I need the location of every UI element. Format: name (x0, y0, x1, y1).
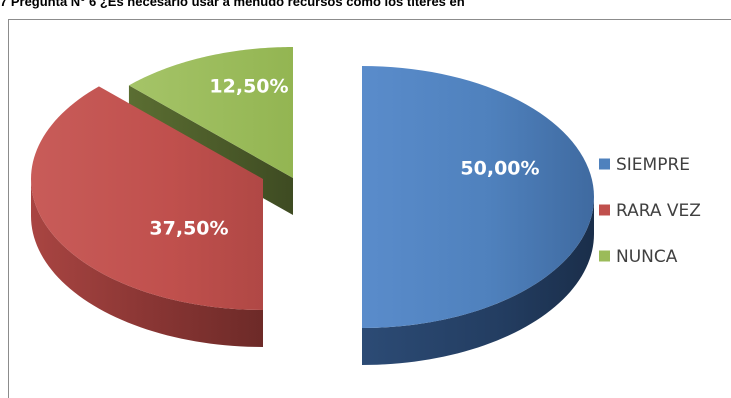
legend-label-rara-vez: RARA VEZ (616, 201, 701, 221)
slice-nunca-top (128, 47, 293, 178)
legend-item-siempre: SIEMPRE (599, 155, 690, 175)
data-label-nunca: 12,50% (209, 76, 288, 98)
legend-label-nunca: NUNCA (616, 247, 678, 267)
legend-item-nunca: NUNCA (599, 247, 678, 267)
slice-rara-vez-top (31, 86, 263, 311)
slice-siempre (362, 66, 594, 365)
legend-swatch-nunca (599, 250, 610, 262)
data-label-rara-vez: 37,50% (149, 218, 228, 240)
chart-title: 7 Pregunta N° 6 ¿Es necesario usar a men… (0, 0, 465, 9)
slice-siempre-side (362, 197, 594, 365)
slice-siempre-top (362, 66, 594, 328)
slice-rara-vez-side (31, 179, 263, 347)
legend-label-siempre: SIEMPRE (616, 155, 690, 175)
legend-swatch-siempre (599, 158, 610, 170)
legend-swatch-rara-vez (599, 204, 610, 216)
legend-item-rara-vez: RARA VEZ (599, 201, 701, 221)
slice-rara-vez (31, 86, 263, 347)
data-label-siempre: 50,00% (460, 158, 539, 180)
chart-frame (8, 19, 731, 398)
